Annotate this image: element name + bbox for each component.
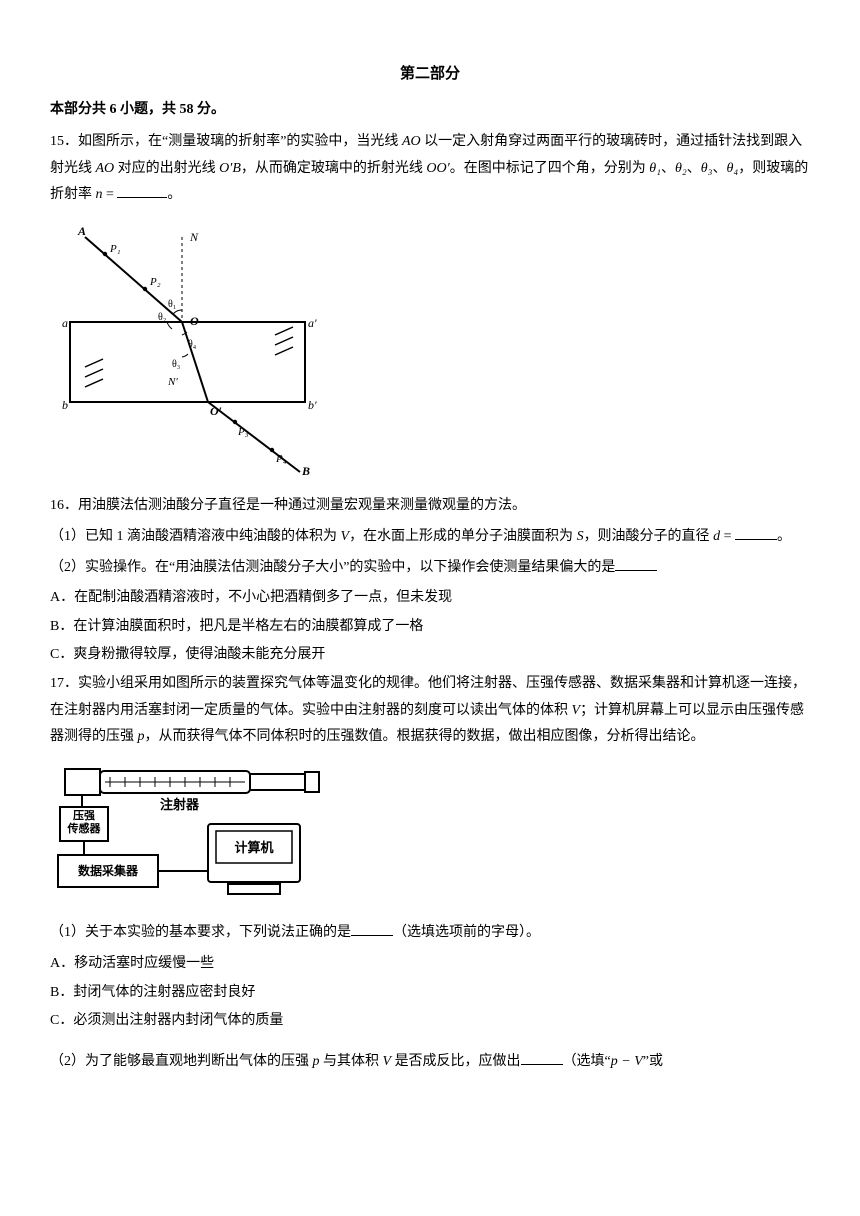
svg-text:b′: b′ — [308, 398, 317, 412]
svg-text:θ₁: θ₁ — [168, 299, 176, 310]
q16-var-s: S — [577, 529, 584, 544]
q17-p1-hint: （选填选项前的字母）。 — [393, 925, 540, 940]
q17-p2-a: （2）为了能够最直观地判断出气体的压强 — [50, 1054, 313, 1069]
q16-part2: （2）实验操作。在“用油膜法估测油酸分子大小”的实验中，以下操作会使测量结果偏大… — [50, 555, 810, 582]
q16-intro: 用油膜法估测油酸分子直径是一种通过测量宏观量来测量微观量的方法。 — [78, 498, 526, 513]
svg-text:a′: a′ — [308, 316, 317, 330]
q15-var-n: n — [96, 187, 103, 202]
q15-text-e: 。在图中标记了四个角，分别为 — [450, 161, 650, 176]
q15-theta2: θ₂ — [675, 161, 687, 176]
q15-text-c: 对应的出射光线 — [114, 161, 219, 176]
q15-theta4: θ₄ — [726, 161, 738, 176]
question-15: 15．如图所示，在“测量玻璃的折射率”的实验中，当光线 AO 以一定入射角穿过两… — [50, 129, 810, 209]
svg-text:O′: O′ — [210, 404, 222, 418]
svg-text:B: B — [301, 464, 310, 477]
svg-text:P₃: P₃ — [237, 426, 249, 438]
q17-var-v2: V — [383, 1054, 392, 1069]
svg-text:P₄: P₄ — [275, 453, 287, 465]
section-title: 第二部分 — [50, 60, 810, 89]
q15-var-ao: AO — [402, 134, 421, 149]
q17-option-c: C．必须测出注射器内封闭气体的质量 — [50, 1008, 810, 1035]
q17-p2-e: ”或 — [643, 1054, 663, 1069]
svg-text:P₁: P₁ — [109, 243, 121, 255]
q17-option-b: B．封闭气体的注射器应密封良好 — [50, 980, 810, 1007]
q16-p1-d: 。 — [777, 529, 791, 544]
svg-text:计算机: 计算机 — [234, 840, 273, 855]
q15-sep1: 、 — [661, 161, 675, 176]
q16-p1-c: ，则油酸分子的直径 — [584, 529, 714, 544]
q16-part1: （1）已知 1 滴油酸酒精溶液中纯油酸的体积为 V，在水面上形成的单分子油膜面积… — [50, 524, 810, 551]
q16-p1-eq: = — [720, 529, 735, 544]
q17-part1: （1）关于本实验的基本要求，下列说法正确的是 （选填选项前的字母）。 — [50, 920, 810, 947]
q16-p2: （2）实验操作。在“用油膜法估测油酸分子大小”的实验中，以下操作会使测量结果偏大… — [50, 560, 615, 575]
svg-text:a: a — [62, 316, 68, 330]
question-17: 17．实验小组采用如图所示的装置探究气体等温变化的规律。他们将注射器、压强传感器… — [50, 671, 810, 751]
q17-intro-c: ，从而获得气体不同体积时的压强数值。根据获得的数据，做出相应图像，分析得出结论。 — [145, 729, 705, 744]
q17-p2-d: （选填“ — [563, 1054, 611, 1069]
q15-var-opb: O′B — [219, 161, 241, 176]
q17-blank1[interactable] — [351, 921, 393, 936]
q17-part2: （2）为了能够最直观地判断出气体的压强 p 与其体积 V 是否成反比，应做出 （选… — [50, 1049, 810, 1076]
svg-text:O: O — [190, 314, 199, 328]
q15-theta3: θ₃ — [701, 161, 713, 176]
q16-var-v: V — [341, 529, 350, 544]
q16-option-c: C．爽身粉撒得较厚，使得油酸未能充分展开 — [50, 642, 810, 669]
q17-option-a: A．移动活塞时应缓慢一些 — [50, 951, 810, 978]
q16-blank1[interactable] — [735, 525, 777, 540]
q17-var-p: p — [138, 729, 145, 744]
section-sub: 本部分共 6 小题，共 58 分。 — [50, 97, 810, 124]
q15-num: 15． — [50, 134, 78, 149]
q16-p1-a: （1）已知 1 滴油酸酒精溶液中纯油酸的体积为 — [50, 529, 341, 544]
svg-text:θ₄: θ₄ — [188, 339, 197, 350]
svg-text:注射器: 注射器 — [160, 797, 200, 812]
q15-theta1: θ₁ — [649, 161, 661, 176]
apparatus-diagram: 注射器 压强传感器 数据采集器 计算机 — [50, 759, 330, 904]
q16-blank2[interactable] — [615, 555, 657, 570]
q17-num: 17． — [50, 676, 78, 691]
q17-opt-pv: p − V — [611, 1054, 643, 1069]
q16-option-a: A．在配制油酸酒精溶液时，不小心把酒精倒多了一点，但未发现 — [50, 585, 810, 612]
q17-p2-c: 是否成反比，应做出 — [391, 1054, 521, 1069]
svg-text:b: b — [62, 398, 68, 412]
svg-text:θ₃: θ₃ — [172, 359, 180, 370]
q16-num: 16． — [50, 498, 78, 513]
q15-var-oop: OO′ — [426, 161, 449, 176]
svg-text:数据采集器: 数据采集器 — [78, 863, 139, 878]
q17-blank2[interactable] — [521, 1049, 563, 1064]
svg-text:A: A — [77, 224, 86, 238]
q17-p2-b: 与其体积 — [320, 1054, 383, 1069]
q15-text-d: ，从而确定玻璃中的折射光线 — [241, 161, 427, 176]
q16-option-b: B．在计算油膜面积时，把凡是半格左右的油膜都算成了一格 — [50, 614, 810, 641]
refraction-diagram: A N P₁ P₂ a a′ b b′ O O′ N′ P₃ P₄ B θ₁ θ… — [50, 217, 330, 477]
q15-blank[interactable] — [117, 183, 167, 198]
svg-text:N′: N′ — [167, 376, 178, 388]
q15-sep3: 、 — [712, 161, 726, 176]
svg-text:θ₂: θ₂ — [158, 312, 166, 323]
question-16: 16．用油膜法估测油酸分子直径是一种通过测量宏观量来测量微观量的方法。 — [50, 493, 810, 520]
q15-sep2: 、 — [687, 161, 701, 176]
q17-var-p2: p — [313, 1054, 320, 1069]
figure-15: A N P₁ P₂ a a′ b b′ O O′ N′ P₃ P₄ B θ₁ θ… — [50, 217, 810, 488]
q16-var-d: d — [713, 529, 720, 544]
q17-var-v: V — [572, 703, 581, 718]
q15-var-ao2: AO — [96, 161, 115, 176]
svg-text:P₂: P₂ — [149, 276, 161, 288]
q16-p1-b: ，在水面上形成的单分子油膜面积为 — [349, 529, 577, 544]
q15-text-a: 如图所示，在“测量玻璃的折射率”的实验中，当光线 — [78, 134, 402, 149]
svg-text:N: N — [189, 230, 199, 244]
figure-17: 注射器 压强传感器 数据采集器 计算机 — [50, 759, 810, 915]
q15-eq: = — [103, 187, 118, 202]
q15-text-g: 。 — [167, 187, 181, 202]
q17-p1: （1）关于本实验的基本要求，下列说法正确的是 — [50, 925, 351, 940]
